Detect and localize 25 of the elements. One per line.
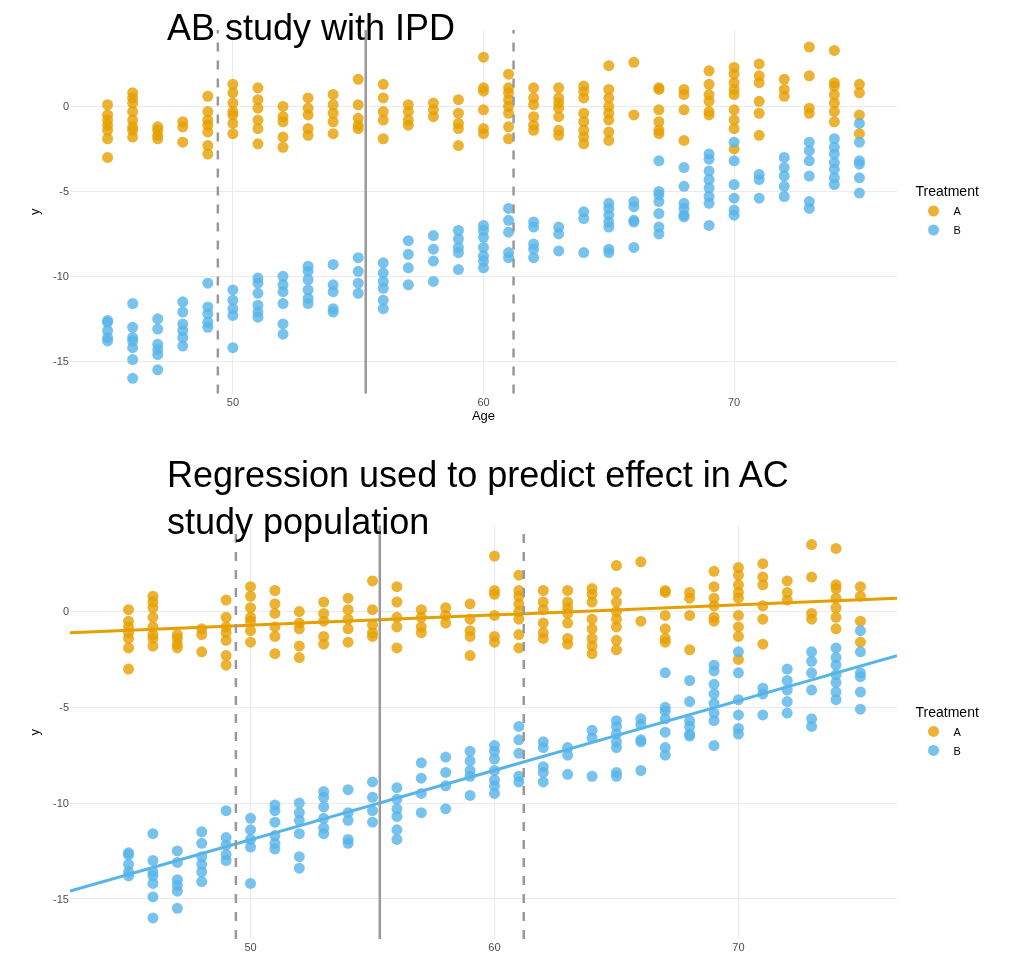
x-axis-title: Age — [471, 407, 496, 423]
y-tick-label: 0 — [62, 605, 69, 618]
legend-label: B — [953, 224, 961, 237]
y-tick-label: -10 — [53, 270, 69, 283]
legend-label: A — [953, 725, 962, 738]
y-tick-label: -10 — [53, 796, 69, 809]
x-tick-label: 60 — [488, 941, 501, 953]
y-tick-label: -5 — [59, 701, 69, 714]
x-tick-label: 70 — [727, 395, 741, 408]
y-tick-label: -15 — [53, 355, 69, 368]
y-axis-title: y — [27, 208, 43, 216]
y-tick-label: -15 — [53, 892, 69, 905]
x-tick-label: 70 — [732, 941, 745, 953]
legend-label: A — [953, 205, 962, 218]
y-tick-label: -5 — [59, 185, 69, 198]
legend-title: Treatment — [915, 183, 979, 200]
legend-title: Treatment — [915, 703, 979, 720]
y-axis-title: y — [27, 728, 43, 736]
legend-label: B — [953, 744, 961, 757]
chart-title: Regression used to predict effect in AC study population — [167, 454, 789, 542]
chart-title: AB study with IPD — [167, 7, 456, 48]
x-tick-label: 50 — [226, 395, 240, 408]
y-tick-label: 0 — [62, 100, 69, 113]
x-tick-label: 60 — [477, 395, 490, 408]
x-tick-label: 50 — [244, 941, 257, 953]
